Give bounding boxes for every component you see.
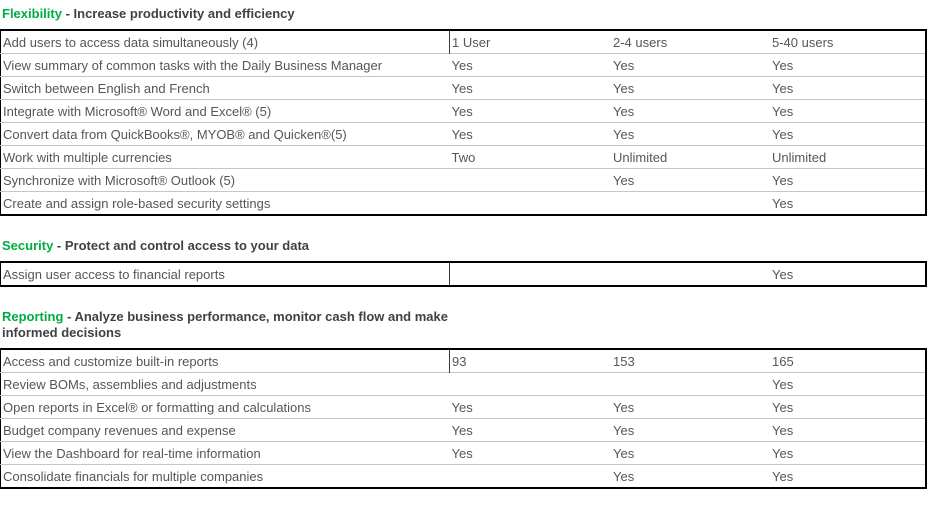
value-cell-2-4users: Unlimited <box>611 145 770 169</box>
value-cell-2-4users: Yes <box>611 441 770 465</box>
value-cell-1user <box>450 262 612 286</box>
feature-cell: Integrate with Microsoft® Word and Excel… <box>0 99 450 123</box>
value-cell-5-40users: Unlimited <box>770 145 926 169</box>
section-flexibility: Flexibility - Increase productivity and … <box>0 6 936 216</box>
value-cell-5-40users: Yes <box>770 76 926 100</box>
section-reporting: Reporting - Analyze business performance… <box>0 309 936 489</box>
value-cell-1user <box>449 372 611 396</box>
feature-cell: Assign user access to financial reports <box>0 262 450 286</box>
value-cell-1user: 1 User <box>452 35 491 50</box>
value-cell-2-4users <box>611 262 770 286</box>
feature-cell: Create and assign role-based security se… <box>0 191 450 215</box>
value-cell-2-4users: Yes <box>611 395 770 419</box>
value-cell-2-4users: Yes <box>611 99 770 123</box>
value-cell-1user: Yes <box>449 418 611 442</box>
section-security: Security - Protect and control access to… <box>0 238 936 287</box>
feature-cell: Consolidate financials for multiple comp… <box>0 464 450 488</box>
feature-cell: Budget company revenues and expense <box>0 418 450 442</box>
value-cell-2-4users: 2-4 users <box>613 35 668 50</box>
table-row: Assign user access to financial reports … <box>0 262 927 286</box>
value-cell-5-40users: Yes <box>770 464 926 488</box>
table-row: Consolidate financials for multiple comp… <box>0 464 926 488</box>
section-title-reporting: Reporting - Analyze business performance… <box>0 309 454 341</box>
value-cell-1user: Yes <box>449 99 611 123</box>
value-cell-1user <box>449 191 611 215</box>
table-row: Add users to access data simultaneously … <box>0 30 927 54</box>
value-cell-1user: Yes <box>449 53 611 77</box>
value-cell-1user <box>449 168 611 192</box>
section-title-rest: - Analyze business performance, monitor … <box>2 309 448 340</box>
feature-cell: Work with multiple currencies <box>0 145 450 169</box>
value-cell-5-40users: Yes <box>770 53 926 77</box>
value-cell-5-40users: 5-40 users <box>772 35 834 50</box>
value-cell-2-4users <box>611 372 770 396</box>
value-cell-1user: Yes <box>449 441 611 465</box>
value-cell-1user: Yes <box>449 122 611 146</box>
value-cell-2-4users: Yes <box>611 464 770 488</box>
value-cell-5-40users: Yes <box>770 418 926 442</box>
value-cell-5-40users: Yes <box>770 122 926 146</box>
reporting-comparison-table: Access and customize built-in reports 93… <box>0 348 927 489</box>
section-title-rest: - Protect and control access to your dat… <box>53 238 310 253</box>
value-cell-5-40users: Yes <box>770 441 926 465</box>
table-row: View the Dashboard for real-time informa… <box>0 441 926 465</box>
table-row: Create and assign role-based security se… <box>0 191 926 215</box>
value-cell-2-4users: 153 <box>613 354 635 369</box>
value-cell-1user: Yes <box>449 76 611 100</box>
section-title-highlight: Security <box>2 238 54 253</box>
section-title-flexibility: Flexibility - Increase productivity and … <box>0 6 454 22</box>
flexibility-comparison-table: Add users to access data simultaneously … <box>0 29 927 216</box>
value-cell-1user: 93 <box>452 354 467 369</box>
value-cell-5-40users: Yes <box>770 191 926 215</box>
section-title-rest: - Increase productivity and efficiency <box>61 6 295 21</box>
value-cell-5-40users: Yes <box>770 395 926 419</box>
table-row: Convert data from QuickBooks®, MYOB® and… <box>0 122 926 146</box>
value-cell-5-40users: 165 <box>772 354 794 369</box>
value-cell-2-4users: Yes <box>611 53 770 77</box>
table-row: Work with multiple currencies Two Unlimi… <box>0 145 926 169</box>
table-row: Integrate with Microsoft® Word and Excel… <box>0 99 926 123</box>
value-cell-5-40users: Yes <box>770 99 926 123</box>
value-cell-2-4users: Yes <box>611 418 770 442</box>
table-row: Open reports in Excel® or formatting and… <box>0 395 926 419</box>
section-title-highlight: Flexibility <box>2 6 62 21</box>
value-cell-5-40users: Yes <box>770 372 926 396</box>
section-title-security: Security - Protect and control access to… <box>0 238 454 254</box>
table-row: Synchronize with Microsoft® Outlook (5) … <box>0 168 926 192</box>
table-row: Switch between English and French Yes Ye… <box>0 76 926 100</box>
value-cell-1user <box>449 464 611 488</box>
feature-cell: Access and customize built-in reports <box>0 349 450 373</box>
table-row: Access and customize built-in reports 93… <box>0 349 927 373</box>
feature-cell: Review BOMs, assemblies and adjustments <box>0 372 450 396</box>
feature-cell: View the Dashboard for real-time informa… <box>0 441 450 465</box>
value-cell-2-4users: Yes <box>611 76 770 100</box>
value-cell-2-4users <box>611 191 770 215</box>
table-row: Budget company revenues and expense Yes … <box>0 418 926 442</box>
value-cell-2-4users: Yes <box>611 122 770 146</box>
section-title-highlight: Reporting <box>2 309 64 324</box>
feature-cell: Switch between English and French <box>0 76 450 100</box>
security-comparison-table: Assign user access to financial reports … <box>0 261 927 287</box>
feature-cell: Add users to access data simultaneously … <box>0 30 450 54</box>
value-cell-1user: Two <box>449 145 611 169</box>
feature-cell: View summary of common tasks with the Da… <box>0 53 450 77</box>
feature-cell: Open reports in Excel® or formatting and… <box>0 395 450 419</box>
feature-cell: Convert data from QuickBooks®, MYOB® and… <box>0 122 450 146</box>
feature-cell: Synchronize with Microsoft® Outlook (5) <box>0 168 450 192</box>
table-row: Review BOMs, assemblies and adjustments … <box>0 372 926 396</box>
value-cell-2-4users: Yes <box>611 168 770 192</box>
value-cell-5-40users: Yes <box>772 267 794 282</box>
table-row: View summary of common tasks with the Da… <box>0 53 926 77</box>
value-cell-5-40users: Yes <box>770 168 926 192</box>
value-cell-1user: Yes <box>449 395 611 419</box>
